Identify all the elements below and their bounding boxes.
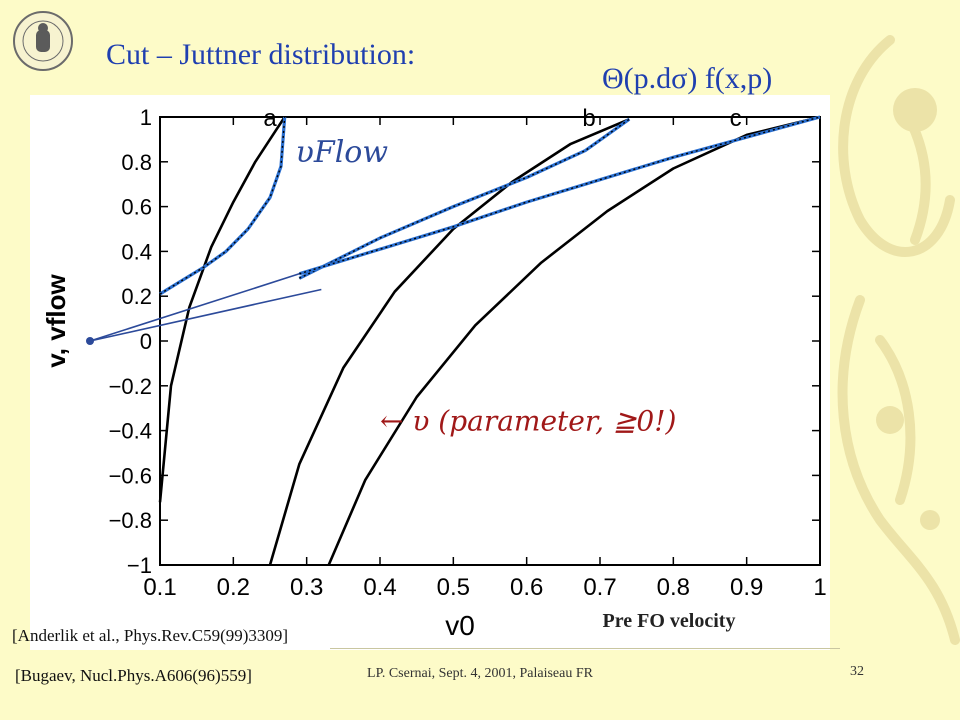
y-tick-label: −0.2: [109, 374, 152, 399]
x-tick-label: 0.9: [730, 574, 763, 601]
x-tick-label: 0.8: [657, 574, 690, 601]
y-tick-label: 0.8: [121, 150, 152, 175]
y-tick-label: 0.2: [121, 284, 152, 309]
x-tick-label: 0.7: [583, 574, 616, 601]
y-tick-label: −0.6: [109, 463, 152, 488]
series-b-vflow-dots: [298, 118, 630, 279]
curve-label-b: b: [582, 105, 595, 132]
footer-divider: [330, 648, 840, 649]
series-c-v-line: [327, 115, 821, 566]
reference-bugaev: [Bugaev, Nucl.Phys.A606(96)559]: [15, 666, 252, 685]
y-axis-label: v, vflow: [41, 274, 71, 368]
owl-watermark: [837, 35, 960, 645]
y-tick-label: 0: [140, 329, 152, 354]
y-tick-label: −1: [127, 553, 152, 578]
series-a-v-line: [158, 116, 286, 503]
x-tick-label: 0.4: [363, 574, 396, 601]
series-c-vflow-dots: [299, 116, 821, 275]
x-tick-label: 0.5: [437, 574, 470, 601]
y-tick-label: −0.8: [109, 508, 152, 533]
university-seal-icon: [13, 11, 73, 71]
curve-label-a: a: [263, 105, 277, 132]
x-tick-label: 0.2: [217, 574, 250, 601]
x-tick-label: 1: [813, 574, 826, 601]
x-tick-label: 0.3: [290, 574, 323, 601]
x-tick-label: 0.1: [143, 574, 176, 601]
cut-formula: Θ(p.dσ) f(x,p): [602, 62, 773, 95]
slide-title: Cut – Juttner distribution:: [106, 38, 416, 71]
y-tick-label: 1: [140, 105, 152, 130]
y-tick-label: 0.6: [121, 195, 152, 220]
reference-anderlik: [Anderlik et al., Phys.Rev.C59(99)3309]: [12, 626, 289, 645]
y-tick-label: −0.4: [109, 419, 152, 444]
x-tick-label: 0.6: [510, 574, 543, 601]
footer-author: LP. Csernai, Sept. 4, 2001, Palaiseau FR: [367, 666, 593, 681]
pre-fo-velocity-label: Pre FO velocity: [575, 608, 763, 634]
vflow-annotation: υFlow: [296, 135, 389, 170]
y-tick-label: 0.4: [121, 239, 152, 264]
x-axis-label: v0: [445, 610, 475, 641]
velocity-chart: 0.1 0.2 0.3 0.4 0.5 0.6 0.7 0.8 0.9 1 −1 −0.8 −0.6 −0…: [30, 95, 830, 650]
series-b-v-line: [268, 118, 630, 566]
pointer-line-lower: [89, 288, 322, 342]
page-number: 32: [850, 664, 864, 679]
curve-label-c: c: [730, 105, 742, 132]
parameter-annotation: ← υ (parameter, ≧0!): [380, 405, 676, 438]
pointer-line-upper: [89, 273, 300, 342]
series-a-vflow-dots: [159, 116, 286, 295]
